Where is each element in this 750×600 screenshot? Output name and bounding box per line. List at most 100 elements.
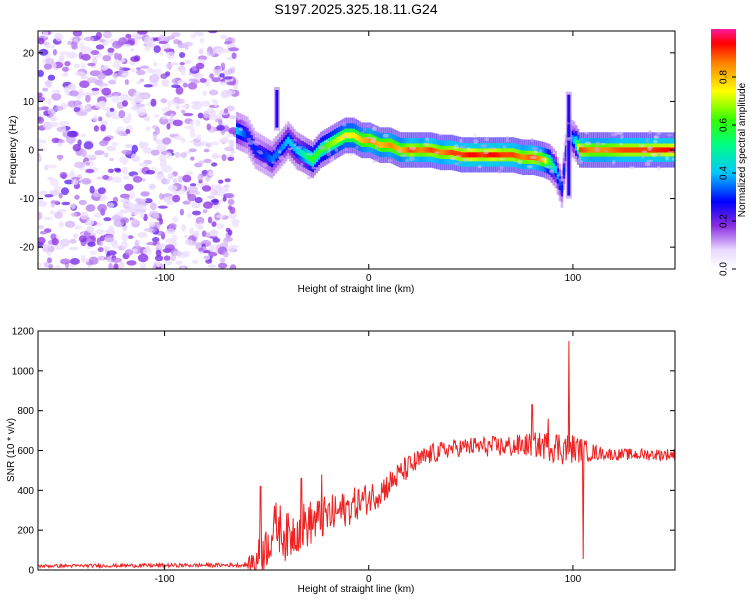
- noise-blob: [202, 201, 214, 209]
- noise-blob: [62, 72, 68, 77]
- track-cell: [630, 147, 633, 153]
- x-tick-label: -100: [155, 574, 175, 585]
- noise-blob: [209, 245, 214, 253]
- noise-blob: [38, 190, 49, 195]
- noise-blob: [88, 256, 99, 265]
- noise-blob: [168, 223, 177, 229]
- track-halo-blob: [262, 162, 268, 168]
- noise-blob: [222, 76, 233, 80]
- colorbar-label: Normalized spectral amplitude: [737, 82, 748, 217]
- track-halo-blob: [425, 137, 430, 142]
- track-cell: [407, 147, 410, 153]
- noise-blob: [207, 216, 213, 224]
- track-cell: [246, 131, 249, 140]
- track-cell: [585, 147, 588, 153]
- track-halo-blob: [449, 156, 456, 161]
- noise-blob: [175, 98, 185, 104]
- snr-y-label: SNR (10 * v/v): [6, 418, 17, 482]
- noise-blob: [112, 40, 123, 49]
- noise-blob: [41, 244, 52, 248]
- noise-blob: [160, 178, 171, 185]
- noise-blob: [163, 112, 172, 116]
- noise-blob: [156, 144, 167, 153]
- noise-blob: [190, 133, 197, 138]
- track-cell: [587, 147, 590, 153]
- track-cell: [636, 147, 639, 153]
- track-halo-blob: [299, 136, 305, 141]
- noise-blob: [190, 183, 197, 187]
- noise-blob: [45, 57, 54, 65]
- track-cell: [662, 147, 666, 153]
- track-halo-blob: [323, 140, 330, 143]
- noise-blob: [78, 88, 85, 97]
- x-tick-label: 100: [565, 273, 582, 284]
- track-halo-blob: [306, 153, 314, 156]
- noise-blob: [191, 259, 199, 264]
- track-cell: [364, 137, 368, 143]
- noise-blob: [166, 123, 171, 130]
- noise-blob: [115, 168, 122, 173]
- track-cell: [501, 152, 504, 158]
- track-halo-blob: [382, 133, 389, 138]
- track-halo-blob: [477, 165, 482, 169]
- noise-blob: [224, 186, 230, 193]
- noise-blob: [212, 198, 219, 205]
- noise-blob: [39, 230, 48, 235]
- track-cell: [403, 147, 406, 153]
- noise-blob: [195, 119, 201, 127]
- track-cell: [483, 152, 486, 158]
- noise-blob: [187, 193, 197, 202]
- noise-blob: [43, 216, 53, 221]
- noise-blob: [206, 123, 212, 131]
- track-cell: [544, 157, 547, 164]
- noise-blob: [112, 73, 119, 78]
- noise-blob: [53, 185, 62, 192]
- noise-blob: [228, 127, 238, 135]
- track-halo-blob: [238, 127, 243, 132]
- noise-blob: [139, 262, 147, 269]
- colorbar-tick-label: 0.6: [719, 118, 730, 132]
- noise-blob: [81, 62, 86, 71]
- noise-blob: [216, 223, 224, 229]
- track-cell: [495, 152, 498, 158]
- noise-blob: [229, 139, 235, 148]
- noise-blob: [64, 86, 70, 94]
- noise-blob: [70, 212, 78, 217]
- noise-blob: [198, 247, 204, 252]
- track-halo-blob: [584, 131, 589, 135]
- snr-x-label: Height of straight line (km): [298, 584, 415, 595]
- noise-blob: [55, 33, 64, 42]
- noise-blob: [203, 158, 212, 164]
- track-cell: [605, 147, 608, 153]
- track-cell: [356, 135, 359, 141]
- track-cell: [477, 152, 480, 158]
- noise-blob: [113, 263, 119, 269]
- noise-blob: [38, 116, 45, 124]
- noise-blob: [137, 232, 148, 238]
- track-cell: [615, 147, 619, 153]
- noise-blob: [59, 171, 68, 179]
- track-cell: [515, 153, 519, 159]
- track-cell: [374, 140, 378, 146]
- noise-blob: [142, 248, 152, 255]
- noise-blob: [223, 108, 229, 114]
- noise-blob: [215, 47, 226, 55]
- noise-blob: [227, 198, 235, 206]
- noise-blob: [129, 217, 134, 221]
- noise-blob: [43, 261, 50, 268]
- noise-blob: [98, 116, 103, 122]
- noise-blob: [231, 52, 237, 60]
- noise-blob: [130, 56, 140, 62]
- noise-blob: [187, 213, 192, 218]
- noise-blob: [203, 148, 210, 153]
- spike-core: [275, 89, 279, 128]
- track-halo-blob: [671, 157, 675, 161]
- noise-blob: [65, 135, 76, 144]
- noise-blob: [47, 108, 56, 116]
- track-halo-blob: [536, 159, 541, 165]
- noise-blob: [112, 242, 119, 249]
- track-cell: [638, 147, 641, 153]
- y-tick-label: 1200: [12, 327, 35, 338]
- track-halo-blob: [650, 146, 654, 149]
- noise-blob: [86, 77, 98, 84]
